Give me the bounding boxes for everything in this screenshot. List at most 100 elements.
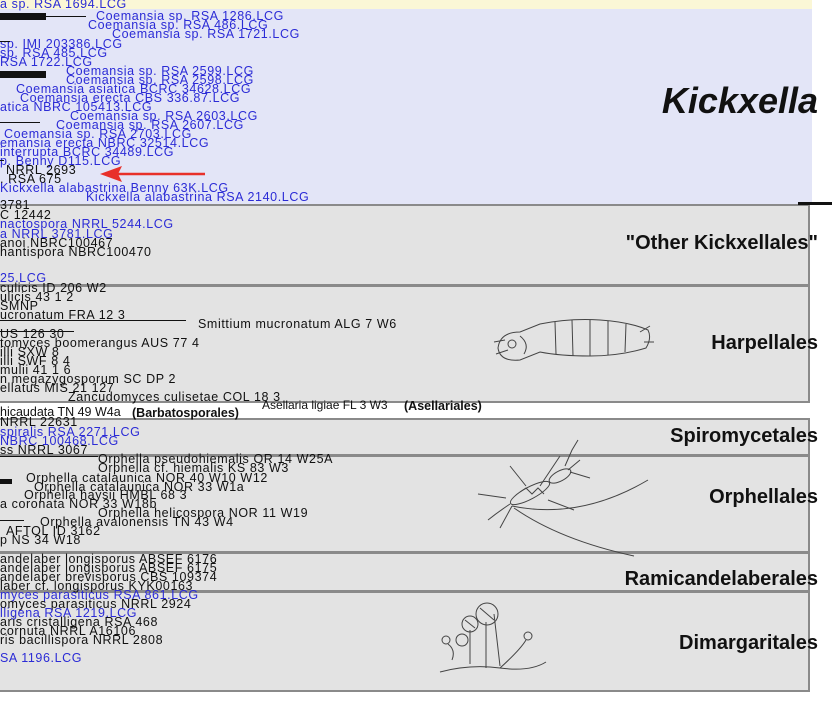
taxon-label: Orphella haysii HMBL 68 3 <box>24 488 188 502</box>
group-label-asellariales: (Asellariales) <box>404 399 482 413</box>
taxon-label: mulii 41 1 6 <box>0 363 72 377</box>
taxon-label: Zancudomyces culisetae COL 18 3 <box>68 390 281 404</box>
branch-thick <box>0 71 46 78</box>
taxon-label: illi SWF 8 4 <box>0 354 71 368</box>
taxon-label: anoi NBRC100467 <box>0 236 114 250</box>
clade-band-dimargaritales <box>0 591 810 692</box>
taxon-label: lligena RSA 1219.LCG <box>0 606 138 620</box>
taxon-label: SA 1196.LCG <box>0 651 83 665</box>
taxon-label: Orphella catalaunica NOR 40 W10 W12 <box>26 471 268 485</box>
taxon-label: Coemansia sp. RSA 1721.LCG <box>112 27 300 41</box>
taxon-label: a NRRL 3781.LCG <box>0 227 114 241</box>
taxon-label: ellatus MIS 21 127 <box>0 381 115 395</box>
taxon-label: Kickxella alabastrina RSA 2140.LCG <box>86 190 310 204</box>
taxon-label: Coemansia sp. RSA 1286.LCG <box>96 9 284 23</box>
taxon-label: a sp. RSA 1694.LCG <box>0 0 127 11</box>
taxon-label: ulicis 43 1 2 <box>0 290 74 304</box>
taxon-label: ris bacillispora NRRL 2808 <box>0 633 164 647</box>
red-arrow-icon <box>100 166 205 182</box>
branch <box>0 456 98 457</box>
clade-band-kickxella <box>0 9 812 205</box>
taxon-label: nactospora NRRL 5244.LCG <box>0 217 174 231</box>
taxon-label: 25.LCG <box>0 271 47 285</box>
taxon-label: a coronata NOR 33 W18b <box>0 497 158 511</box>
branch <box>0 320 186 321</box>
branch <box>0 160 4 161</box>
taxon-label: andelaber longisporus ABSEF 6175 <box>0 561 218 575</box>
taxon-label: laber cf. longisporus KYK00163 <box>0 579 194 593</box>
taxon-label: myces parasiticus RSA 861.LCG <box>0 588 199 602</box>
taxon-label: andelaber longisporus ABSEF 6176 <box>0 552 218 566</box>
taxon-label: andelaber brevisporus CBS 109374 <box>0 570 218 584</box>
taxon-label: NBRC 100468.LCG <box>0 434 119 448</box>
root-branch <box>798 202 832 205</box>
taxon-label: illi SXW 8 <box>0 345 60 359</box>
taxon-label: 3781 <box>0 198 31 212</box>
taxon-label: hantispora NBRC100470 <box>0 245 152 259</box>
taxon-label: NRRL 2693 <box>6 163 77 177</box>
clade-band-other-kickxellales <box>0 204 810 286</box>
taxon-label: interrupta BCRC 34489.LCG <box>0 145 175 159</box>
taxon-label: Coemansia sp. RSA 2703.LCG <box>4 127 192 141</box>
taxon-label: NRRL 22631 <box>0 415 78 429</box>
taxon-label: ucronatum FRA 12 3 <box>0 308 126 322</box>
clade-label-ramicandelaberales: Ramicandelaberales <box>624 568 818 590</box>
taxon-label: Orphella catalaunica NOR 33 W1a <box>34 480 245 494</box>
branch <box>0 331 74 332</box>
taxon-label: culicis ID 206 W2 <box>0 281 107 295</box>
taxon-label: sp. IMI 203386.LCG <box>0 37 123 51</box>
taxon-label: RSA 1722.LCG <box>0 55 93 69</box>
taxon-label: Coemansia sp. RSA 2598.LCG <box>66 73 254 87</box>
top-strip <box>0 0 812 9</box>
taxon-label: C 12442 <box>0 208 52 222</box>
taxon-label: hicaudata TN 49 W4a <box>0 405 121 419</box>
taxon-label: Asellaria ligiae FL 3 W3 <box>262 398 388 412</box>
taxon-label: emansia erecta NBRC 32514.LCG <box>0 136 210 150</box>
branch <box>46 16 86 17</box>
taxon-label: Orphella pseudohiemalis OR 14 W25A <box>98 452 334 466</box>
taxon-label: Coemansia sp. RSA 2599.LCG <box>66 64 254 78</box>
taxon-label: n megazygosporum SC DP 2 <box>0 372 177 386</box>
branch-thick <box>0 13 46 20</box>
branch <box>0 41 10 42</box>
taxon-label: AFTOL ID 3162 <box>6 524 101 538</box>
mayfly-nymph-illustration-icon <box>477 439 649 557</box>
taxon-label: tomyces boomerangus AUS 77 4 <box>0 336 200 350</box>
group-label-barbatosporales: (Barbatosporales) <box>132 406 239 420</box>
clade-band-spiromycetales <box>0 418 810 456</box>
clade-band-harpellales <box>0 285 810 403</box>
taxon-label: Coemansia sp. RSA 486.LCG <box>88 18 269 32</box>
taxon-label: ss NRRL 3067 <box>0 443 89 457</box>
branch-thick <box>0 479 12 484</box>
taxon-label: spiralis RSA 2271.LCG <box>0 425 141 439</box>
clade-band-orphellales <box>0 455 810 553</box>
taxon-label: Kickxella alabastrina Benny 63K.LCG <box>0 181 229 195</box>
taxon-label: US 126 30 <box>0 327 65 341</box>
taxon-label: Coemansia sp. RSA 2603.LCG <box>70 109 258 123</box>
taxon-label: SMNP <box>0 299 39 313</box>
clade-label-other-kickxellales: "Other Kickxellales" <box>625 232 818 254</box>
taxon-label: cornuta NRRL A16106 <box>0 624 137 638</box>
clade-label-orphellales: Orphellales <box>709 486 818 508</box>
fungus-sporangia-illustration-icon <box>439 602 547 673</box>
taxon-label: p NS 34 W18 <box>0 533 81 547</box>
taxon-label: p. Benny D115.LCG <box>0 154 122 168</box>
taxon-label: Orphella avalonensis TN 43 W4 <box>40 515 234 529</box>
clade-label-spiromycetales: Spiromycetales <box>670 425 818 447</box>
clade-label-dimargaritales: Dimargaritales <box>679 632 818 654</box>
taxon-label: . RSA 675 <box>0 172 62 186</box>
taxon-label: Coemansia erecta CBS 336.87.LCG <box>20 91 241 105</box>
clade-label-harpellales: Harpellales <box>711 332 818 354</box>
taxon-label: sp. RSA 485.LCG <box>0 46 108 60</box>
larva-illustration-icon <box>493 319 654 361</box>
branch <box>0 122 40 123</box>
taxon-label: omyces parasiticus NRRL 2924 <box>0 597 192 611</box>
branch <box>0 520 24 521</box>
taxon-label: Smittium mucronatum ALG 7 W6 <box>198 317 397 331</box>
taxon-label: Coemansia sp. RSA 2607.LCG <box>56 118 244 132</box>
taxon-label: Orphella cf. hiemalis KS 83 W3 <box>98 461 289 475</box>
taxon-label: atica NBRC 105413.LCG <box>0 100 153 114</box>
taxon-label: Orphella helicospora NOR 11 W19 <box>98 506 309 520</box>
clade-label-kickxella: Kickxella <box>661 80 818 121</box>
